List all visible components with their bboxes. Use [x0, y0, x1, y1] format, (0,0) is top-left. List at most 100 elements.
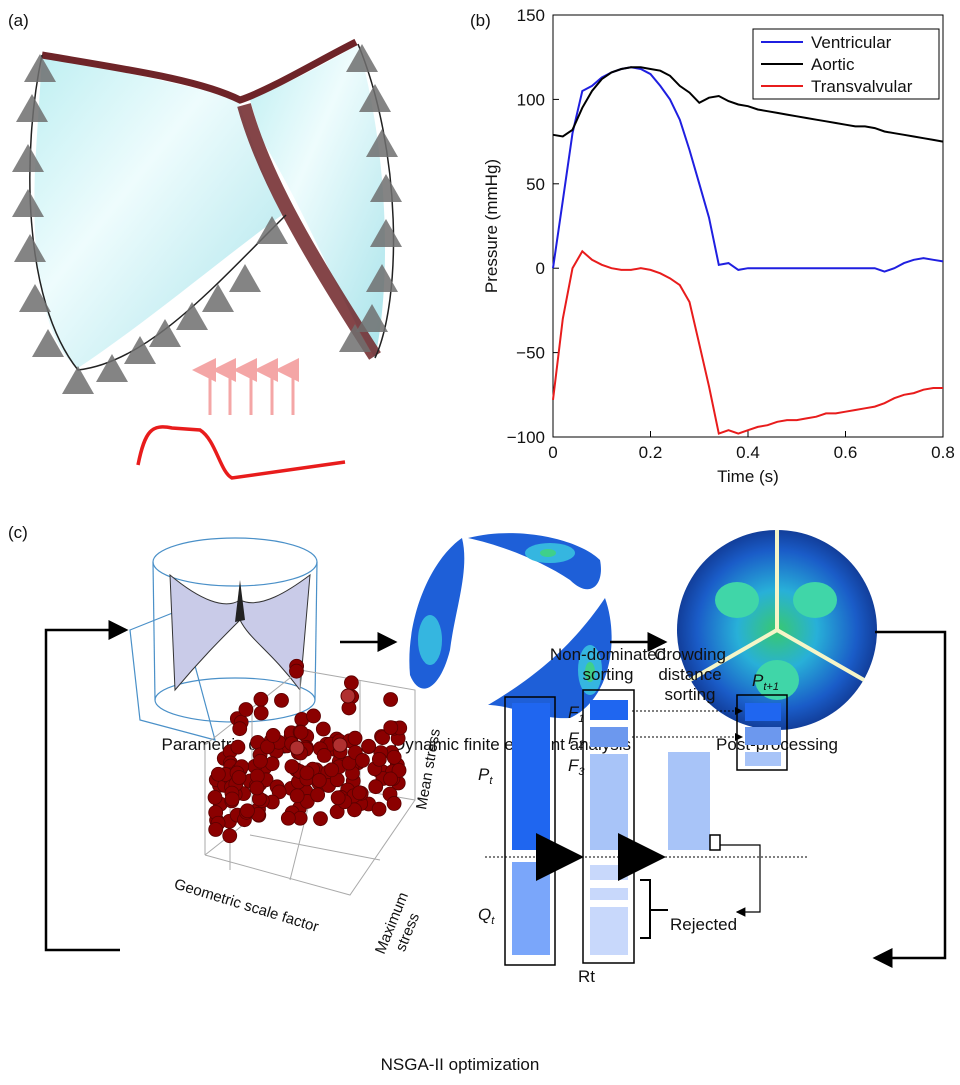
scatter-dot — [348, 731, 362, 745]
sub: 1 — [578, 713, 584, 725]
x-tick-label: 0 — [548, 443, 557, 462]
scatter-dot — [254, 692, 268, 706]
sub: t — [491, 915, 495, 927]
scatter-dot — [208, 790, 222, 804]
scatter-dot — [362, 739, 376, 753]
scatter-dot — [250, 781, 264, 795]
support-triangle — [202, 284, 234, 312]
loop-arrow — [875, 632, 945, 958]
scatter-dot — [384, 721, 398, 735]
scatter-dot — [313, 812, 327, 826]
caption: NSGA-II optimization — [381, 1055, 540, 1074]
figure: (a) (b) −100 −50 0 50 100 150 0 0.2 0.4 0.6 0.8 Tim… — [0, 0, 960, 1085]
scatter-dot — [209, 823, 223, 837]
base: Q — [478, 905, 491, 924]
scatter-dot — [274, 693, 288, 707]
title-line: distance — [658, 665, 721, 684]
legend-label: Ventricular — [811, 33, 892, 52]
scatter-dot — [384, 772, 398, 786]
scatter-dot — [239, 703, 253, 717]
title-line: sorting — [664, 685, 715, 704]
axis-label: Geometric scale factor — [172, 876, 320, 936]
sub: 2 — [577, 739, 584, 751]
scatter-dot — [240, 804, 254, 818]
scatter-dot — [231, 740, 245, 754]
series-line — [553, 251, 943, 433]
scatter-dot — [285, 760, 299, 774]
base: P — [752, 671, 764, 690]
scatter-dot — [317, 748, 331, 762]
scatter-dot — [311, 788, 325, 802]
pressure-curve — [138, 427, 345, 478]
title-line: sorting — [582, 665, 633, 684]
support-triangle — [96, 354, 128, 382]
scatter-dot — [387, 796, 401, 810]
leaflet — [34, 58, 282, 368]
x-tick-label: 0.8 — [931, 443, 955, 462]
scatter-dot — [352, 786, 366, 800]
base: P — [478, 765, 490, 784]
title-line: Non-dominated — [550, 645, 666, 664]
title-line: Crowding — [654, 645, 726, 664]
scatter-dot — [290, 789, 304, 803]
fea-leaflets — [409, 533, 611, 718]
r-label: Rt — [578, 967, 595, 986]
panel-label: (b) — [470, 11, 491, 30]
scatter-dot — [225, 792, 239, 806]
scatter-dot — [372, 802, 386, 816]
scatter-dot — [384, 692, 398, 706]
front-label: F2 — [568, 729, 585, 751]
scatter-dot — [307, 709, 321, 723]
scatter-dot — [331, 791, 345, 805]
scatter-dot — [355, 753, 369, 767]
scatter-dot — [316, 722, 330, 736]
axis-label: Maximumstress — [372, 890, 429, 963]
scatter-dot — [325, 763, 339, 777]
y-tick-label: 100 — [517, 90, 545, 109]
scatter-3d — [205, 659, 415, 895]
x-tick-label: 0.4 — [736, 443, 760, 462]
scatter-dot — [341, 689, 355, 703]
scatter-dot — [254, 706, 268, 720]
panel-label: (a) — [8, 11, 29, 30]
support-triangle — [149, 319, 181, 347]
y-tick-label: 50 — [526, 175, 545, 194]
scatter-dot — [289, 664, 303, 678]
y-tick-label: 150 — [517, 6, 545, 25]
legend-label: Transvalvular — [811, 77, 913, 96]
scatter-dot — [300, 766, 314, 780]
x-tick-label: 0.6 — [834, 443, 858, 462]
scatter-dot — [266, 728, 280, 742]
scatter-dot — [369, 780, 383, 794]
scatter-dot — [387, 750, 401, 764]
scatter-dot — [290, 741, 304, 755]
panel-a: (a) — [8, 11, 402, 478]
sub: 3 — [578, 766, 585, 778]
x-axis-label: Time (s) — [717, 467, 779, 486]
scatter-dot — [312, 773, 326, 787]
pressure-arrows — [210, 370, 293, 415]
scatter-dot — [233, 722, 247, 736]
y-tick-label: −100 — [507, 428, 545, 447]
scatter-dot — [211, 767, 225, 781]
sub: t+1 — [763, 681, 779, 693]
sub: t — [489, 775, 493, 787]
scatter-dot — [223, 829, 237, 843]
legend-label: Aortic — [811, 55, 855, 74]
panel-c: (c) Parametric design Dynamic finite ele… — [8, 523, 945, 1074]
panel-label: (c) — [8, 523, 28, 542]
scatter-dot — [253, 754, 267, 768]
scatter-dot — [333, 738, 347, 752]
scatter-dot — [232, 770, 246, 784]
x-tick-label: 0.2 — [639, 443, 663, 462]
support-triangle — [62, 366, 94, 394]
y-tick-label: −50 — [516, 344, 545, 363]
page: (a) (b) −100 −50 0 50 100 150 0 0.2 0.4 0.6 0.8 Tim… — [0, 0, 960, 1085]
scatter-dot — [344, 676, 358, 690]
q-label: Qt — [478, 905, 495, 927]
y-tick-label: 0 — [536, 259, 545, 278]
p-label: Pt — [478, 765, 493, 787]
scatter-dot — [372, 752, 386, 766]
y-axis-label: Pressure (mmHg) — [482, 159, 501, 293]
